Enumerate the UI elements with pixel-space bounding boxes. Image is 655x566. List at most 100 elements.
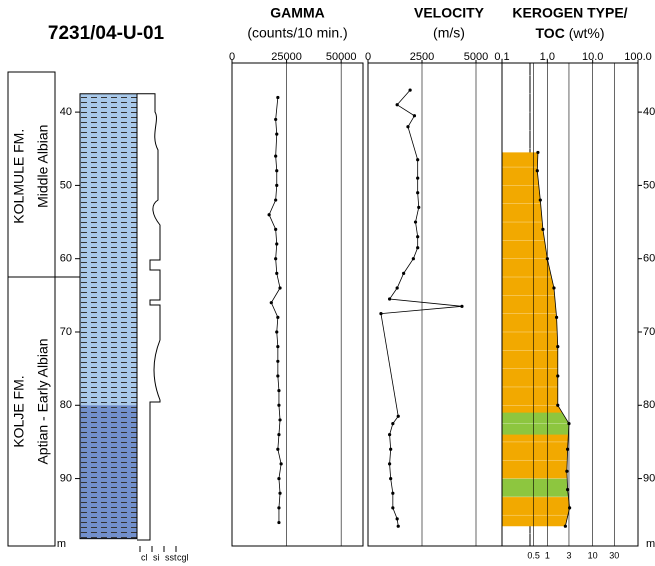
data-point xyxy=(274,154,277,157)
formation-age: Middle Albian xyxy=(35,125,51,208)
formation-name: KOLMULE FM. xyxy=(11,129,27,224)
data-point xyxy=(277,404,280,407)
data-point xyxy=(566,488,569,491)
data-point xyxy=(460,305,463,308)
subtitle-main: TOC xyxy=(536,25,565,41)
log-line xyxy=(381,90,462,526)
depth-label: 80 xyxy=(60,399,72,411)
depth-label: 90 xyxy=(643,472,655,484)
data-point xyxy=(388,433,391,436)
data-point xyxy=(275,169,278,172)
depth-label: 40 xyxy=(643,106,655,118)
data-point xyxy=(391,492,394,495)
data-point xyxy=(567,422,570,425)
depth-label: 60 xyxy=(60,253,72,265)
data-point xyxy=(276,360,279,363)
depth-unit: m xyxy=(646,538,655,550)
data-point xyxy=(275,132,278,135)
data-point xyxy=(270,301,273,304)
data-point xyxy=(277,521,280,524)
data-point xyxy=(568,506,571,509)
grain-profile xyxy=(137,94,160,540)
depth-label: 80 xyxy=(643,399,655,411)
data-point xyxy=(555,316,558,319)
data-point xyxy=(546,257,549,260)
data-point xyxy=(413,114,416,117)
data-point xyxy=(275,330,278,333)
data-point xyxy=(406,125,409,128)
bottom-tick-label: 10 xyxy=(588,550,598,560)
track-subtitle: TOC (wt%) xyxy=(536,25,605,41)
data-point xyxy=(564,525,567,528)
data-point xyxy=(565,470,568,473)
data-point xyxy=(536,151,539,154)
data-point xyxy=(388,297,391,300)
data-point xyxy=(416,158,419,161)
data-point xyxy=(274,118,277,121)
data-point xyxy=(276,448,279,451)
bottom-tick-label: 1 xyxy=(545,550,550,560)
data-point xyxy=(277,389,280,392)
data-point xyxy=(277,506,280,509)
subtitle-unit: (wt%) xyxy=(569,25,605,41)
data-point xyxy=(278,286,281,289)
data-point xyxy=(416,235,419,238)
data-point xyxy=(274,198,277,201)
data-point xyxy=(556,345,559,348)
depth-label: 90 xyxy=(60,472,72,484)
track-title: KEROGEN TYPE/ xyxy=(512,5,627,21)
data-point xyxy=(396,286,399,289)
data-point xyxy=(416,191,419,194)
formation-name: KOLJE FM. xyxy=(11,375,27,447)
data-point xyxy=(566,448,569,451)
data-point xyxy=(552,286,555,289)
bottom-tick-label: 3 xyxy=(566,550,571,560)
data-point xyxy=(275,184,278,187)
depth-label: 40 xyxy=(60,106,72,118)
bottom-tick-label: 30 xyxy=(609,550,619,560)
data-point xyxy=(402,272,405,275)
depth-label: 50 xyxy=(60,179,72,191)
data-point xyxy=(396,517,399,520)
depth-label: 70 xyxy=(60,326,72,338)
data-point xyxy=(389,477,392,480)
data-point xyxy=(391,506,394,509)
depth-label: 70 xyxy=(643,326,655,338)
formation-age: Aptian - Early Albian xyxy=(35,338,51,464)
data-point xyxy=(278,418,281,421)
data-point xyxy=(388,462,391,465)
data-point xyxy=(275,272,278,275)
log-line xyxy=(269,97,281,522)
lithology-pattern xyxy=(80,405,137,538)
lithology-pattern xyxy=(80,94,137,405)
data-point xyxy=(389,448,392,451)
data-point xyxy=(539,198,542,201)
data-point xyxy=(274,228,277,231)
data-point xyxy=(276,374,279,377)
data-point xyxy=(276,345,279,348)
grain-label: cgl xyxy=(177,552,189,562)
data-point xyxy=(277,433,280,436)
depth-label: 60 xyxy=(643,253,655,265)
grain-label: cl xyxy=(141,552,148,562)
data-point xyxy=(541,228,544,231)
data-point xyxy=(416,176,419,179)
data-point xyxy=(277,477,280,480)
data-point xyxy=(276,96,279,99)
data-point xyxy=(379,312,382,315)
data-point xyxy=(391,422,394,425)
well-title: 7231/04-U-01 xyxy=(48,23,165,44)
toc-area xyxy=(502,152,570,526)
grain-label: si xyxy=(153,552,160,562)
data-point xyxy=(556,404,559,407)
data-point xyxy=(276,316,279,319)
data-point xyxy=(409,89,412,92)
data-point xyxy=(414,220,417,223)
data-point xyxy=(412,257,415,260)
grain-label: sst xyxy=(165,552,177,562)
track-frame xyxy=(232,63,363,546)
depth-label: 50 xyxy=(643,179,655,191)
data-point xyxy=(280,462,283,465)
track-title: VELOCITY xyxy=(414,5,485,21)
chart: 7231/04-U-01 404050506060707080809090mmK… xyxy=(0,0,655,566)
